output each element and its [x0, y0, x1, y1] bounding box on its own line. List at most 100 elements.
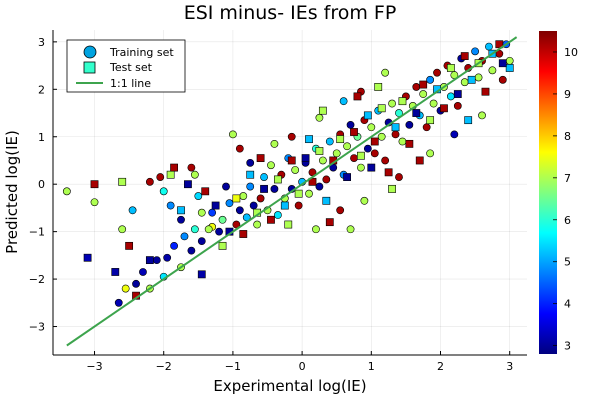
y-tick-label: 0 [38, 178, 45, 191]
training-point [505, 56, 514, 65]
training-point [446, 92, 455, 101]
test-point [211, 201, 220, 210]
colorbar-tick-label: 3 [564, 340, 571, 353]
test-point [280, 201, 289, 210]
colorbar-tick-label: 10 [564, 46, 578, 59]
test-point [388, 185, 396, 193]
training-point [159, 187, 168, 196]
training-point [498, 75, 507, 84]
training-point [318, 156, 327, 165]
test-point [336, 135, 345, 144]
training-point [429, 99, 438, 108]
test-point [370, 137, 379, 146]
y-axis-label: Predicted log(IE) [3, 130, 21, 254]
training-point [370, 149, 379, 158]
test-point [412, 109, 421, 117]
y-tick-label: 1 [38, 131, 45, 144]
test-point [239, 230, 248, 238]
training-point [270, 185, 279, 193]
test-point [90, 180, 99, 189]
training-point [433, 68, 441, 77]
training-point [287, 132, 296, 141]
training-point [235, 206, 244, 215]
training-point [315, 182, 324, 191]
x-axis-label: Experimental log(IE) [213, 377, 366, 395]
test-point [415, 156, 424, 165]
training-point [453, 102, 462, 110]
y-tick-label: −3 [29, 321, 45, 334]
training-point [253, 220, 262, 229]
test-point [377, 104, 386, 113]
training-point [121, 284, 130, 293]
training-point [381, 68, 390, 77]
x-tick-label: 0 [299, 360, 306, 373]
test-point [426, 116, 435, 125]
training-point [460, 78, 469, 87]
training-point [350, 154, 358, 163]
training-point [377, 132, 386, 141]
test-point [305, 135, 313, 144]
training-point [256, 194, 265, 203]
colorbar-tick-label: 6 [564, 214, 571, 227]
test-point [273, 175, 282, 184]
test-point [464, 116, 473, 125]
training-point [360, 196, 369, 205]
test-point [398, 97, 407, 106]
training-point [339, 97, 348, 106]
training-point [357, 163, 365, 172]
training-point [163, 253, 172, 262]
test-point [315, 147, 324, 155]
training-point [197, 237, 206, 246]
test-point [419, 80, 428, 89]
chart-title: ESI minus- IEs from FP [184, 2, 397, 24]
one-to-one-line [66, 36, 518, 347]
training-point [267, 161, 275, 170]
training-point [315, 113, 324, 122]
test-point [322, 196, 331, 205]
test-point [405, 139, 414, 148]
y-tick-label: −2 [29, 273, 45, 286]
training-point [367, 123, 376, 132]
training-point [291, 166, 300, 174]
training-point [474, 73, 483, 82]
training-point [235, 144, 244, 153]
colorbar-gradient [539, 31, 557, 354]
test-point [267, 215, 275, 224]
training-point [346, 120, 355, 129]
training-point [156, 173, 165, 181]
x-tick-label: −2 [156, 360, 172, 373]
test-point [201, 187, 210, 196]
training-point [294, 201, 303, 210]
test-point [481, 87, 490, 96]
training-point [426, 75, 435, 84]
colorbar-tick-label: 4 [564, 298, 571, 311]
training-point [485, 42, 493, 51]
y-tick-label: 3 [38, 36, 45, 49]
training-point [180, 232, 189, 241]
legend: Training set Test set 1:1 line [66, 39, 186, 93]
test-point [301, 154, 310, 163]
test-point [460, 52, 469, 60]
colorbar-tick-label: 7 [564, 172, 571, 185]
training-point [322, 175, 331, 184]
training-point [412, 83, 421, 91]
test-point [260, 185, 268, 193]
test-point [453, 90, 462, 98]
training-point [62, 187, 71, 196]
test-point [363, 111, 372, 120]
test-point [343, 173, 351, 181]
test-point [467, 75, 476, 84]
test-point [391, 123, 400, 132]
test-point [498, 59, 507, 68]
training-point [225, 199, 234, 208]
training-point [336, 206, 345, 215]
training-point [395, 173, 403, 181]
training-point [194, 192, 203, 200]
training-point [128, 206, 137, 215]
test-point [197, 270, 206, 279]
test-point [287, 156, 296, 165]
training-point [204, 225, 213, 234]
training-point [177, 215, 185, 224]
test-point [218, 241, 227, 250]
